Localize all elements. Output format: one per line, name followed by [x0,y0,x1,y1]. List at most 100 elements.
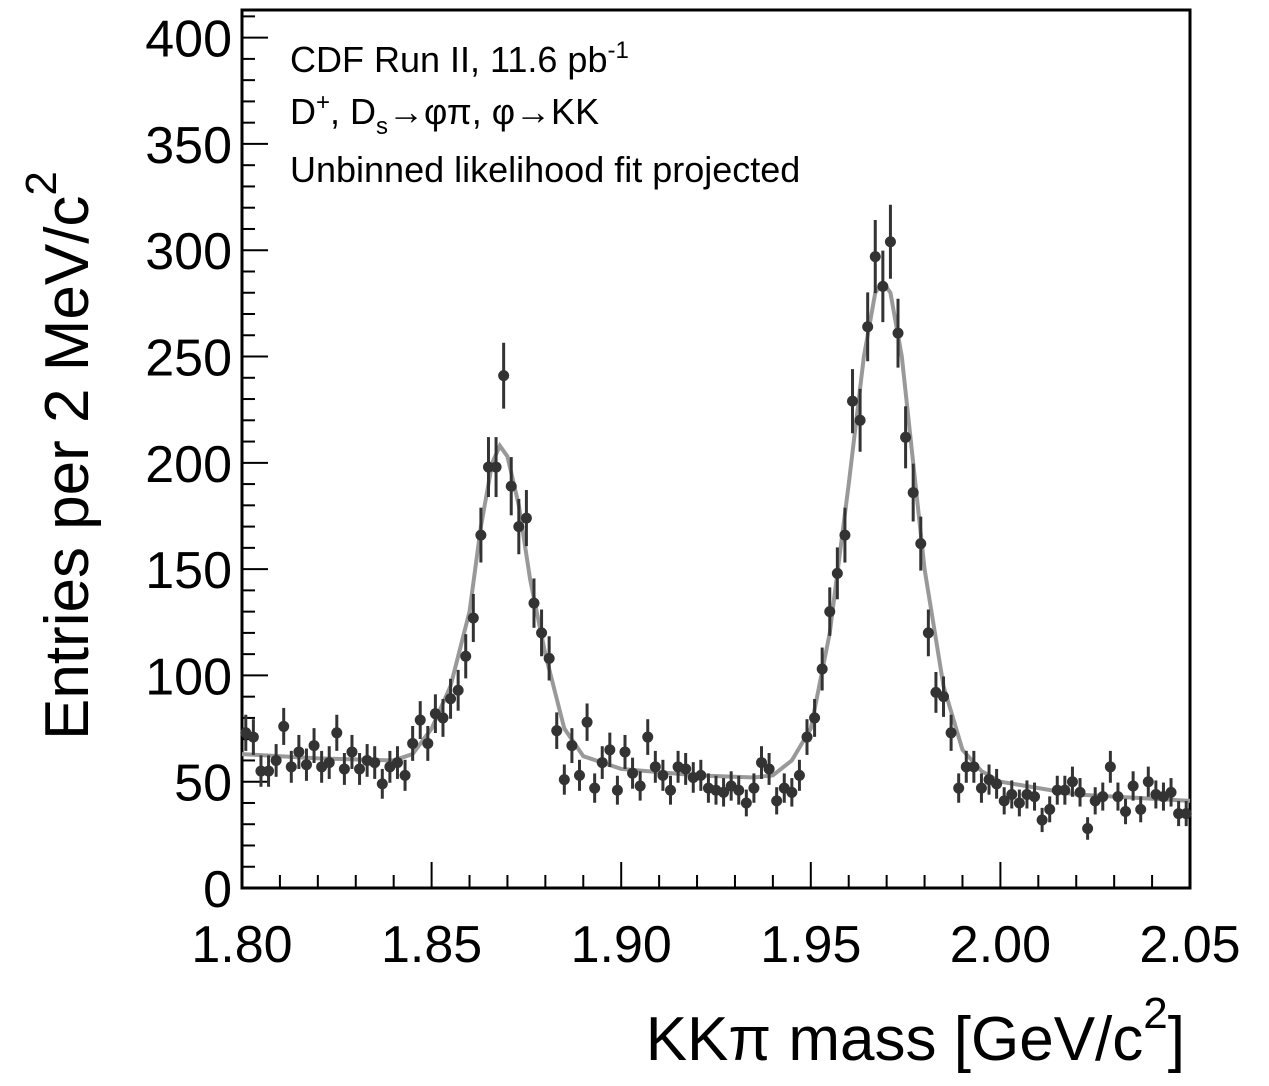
data-point [877,280,889,292]
data-point [1165,786,1177,798]
x-axis-title-text: ] [1168,1005,1185,1074]
data-point [407,737,419,749]
data-point [1120,805,1132,817]
data-point [369,757,381,769]
data-point [847,395,859,407]
data-point [293,746,305,758]
data-point [1135,803,1147,815]
data-point [748,782,760,794]
data-point [771,795,783,807]
annotation-text: →φπ, φ→KK [388,91,599,132]
annotation-text: CDF Run II, 11.6 pb [290,39,607,80]
data-point [460,650,472,662]
data-point [680,763,692,775]
data-point [1013,797,1025,809]
y-tick-label: 100 [145,648,232,706]
data-point [558,774,570,786]
y-tick-label: 250 [145,330,232,388]
data-point [414,714,426,726]
data-point [922,627,934,639]
y-tick-label: 0 [203,861,232,919]
data-point [900,431,912,443]
data-point [1097,791,1109,803]
data-point [839,529,851,541]
data-point [695,769,707,781]
data-point [945,727,957,739]
data-point [354,763,366,775]
data-point [824,606,836,618]
y-tick-label: 400 [145,11,232,69]
data-point [513,521,525,533]
data-point [308,740,320,752]
data-point [581,716,593,728]
data-point [801,731,813,743]
data-point [331,727,343,739]
y-axis-title: Entries per 2 MeV/c2 [17,171,102,740]
data-point [809,712,821,724]
data-point [862,321,874,333]
annotation: Unbinned likelihood fit projected [290,149,800,190]
x-axis-title-superscript: 2 [1143,989,1167,1038]
x-axis-title-text: KKπ mass [GeV/c [646,1005,1144,1074]
data-point [793,769,805,781]
data-point [573,769,585,781]
data-point [1173,808,1185,820]
data-point [1059,784,1071,796]
annotation-text: D [290,91,316,132]
data-point [884,236,896,248]
data-point [634,780,646,792]
x-tick-label: 2.00 [950,916,1051,974]
y-tick-label: 350 [145,117,232,175]
data-point [270,754,282,766]
data-point [445,693,457,705]
x-axis-title: KKπ mass [GeV/c2] [646,989,1185,1074]
data-point [566,740,578,752]
y-tick-label: 150 [145,542,232,600]
data-point [278,720,290,732]
data-point [338,763,350,775]
data-point [975,782,987,794]
data-point [604,744,616,756]
data-point [376,778,388,790]
data-point [892,327,904,339]
annotation-superscript: -1 [607,37,628,64]
x-tick-label: 1.80 [191,916,292,974]
annotation-text: Unbinned likelihood fit projected [290,149,800,190]
annotation-superscript: + [316,89,330,116]
plot-frame [240,8,1192,890]
data-point [490,461,502,473]
data-point [816,663,828,675]
x-tick-label: 2.05 [1139,916,1240,974]
fit-curve [241,278,1191,803]
data-point [619,746,631,758]
data-point [589,782,601,794]
data-point [1051,784,1063,796]
data-point [907,487,919,499]
data-point [763,763,775,775]
data-point [1029,791,1041,803]
data-point [960,761,972,773]
y-axis-title-text: Entries per 2 MeV/c [33,196,102,740]
data-point [1066,776,1078,788]
data-point [1104,761,1116,773]
data-point [953,782,965,794]
x-tick-label: 1.90 [571,916,672,974]
data-point [649,761,661,773]
data-point [938,691,950,703]
data-point [452,684,464,696]
data-point [505,480,517,492]
data-point [498,370,510,382]
annotation-subscript: s [376,113,388,140]
data-point [391,757,403,769]
data-point [657,769,669,781]
data-point [1112,791,1124,803]
annotation-text: , D [330,91,376,132]
data-point [1142,776,1154,788]
data-point [664,784,676,796]
data-point [869,251,881,263]
data-point [642,731,654,743]
data-point [998,795,1010,807]
data-point [323,757,335,769]
data-point [756,757,768,769]
y-tick-label: 300 [145,223,232,281]
